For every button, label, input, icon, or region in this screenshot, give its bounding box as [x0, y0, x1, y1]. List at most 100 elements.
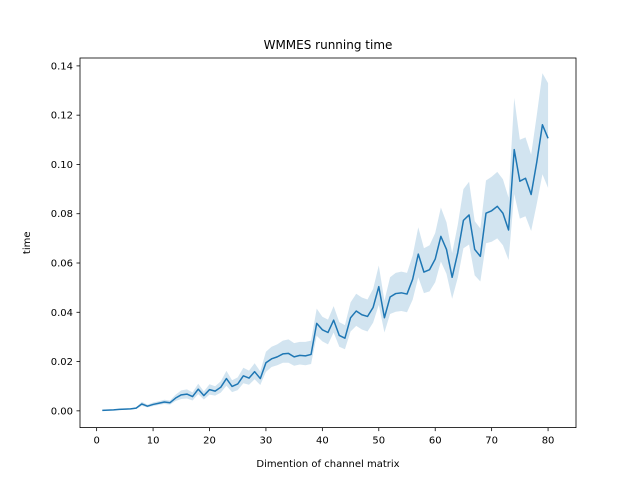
x-tick-label: 10 — [147, 436, 160, 447]
x-tick-label: 0 — [93, 436, 99, 447]
data-point — [298, 354, 301, 357]
data-point — [479, 255, 482, 258]
data-point — [140, 402, 143, 405]
data-point — [135, 407, 138, 410]
data-point — [541, 123, 544, 126]
data-point — [185, 393, 188, 396]
y-tick-label: 0.10 — [51, 160, 73, 171]
data-point — [248, 377, 251, 380]
data-point — [163, 400, 166, 403]
data-point — [321, 328, 324, 331]
data-point — [197, 388, 200, 391]
data-point — [146, 405, 149, 408]
x-tick-label: 70 — [485, 436, 498, 447]
data-point — [445, 248, 448, 251]
data-point — [259, 377, 262, 380]
data-point — [372, 306, 375, 309]
data-point — [394, 292, 397, 295]
data-point — [180, 393, 183, 396]
chart-title: WMMES running time — [264, 38, 393, 52]
data-point — [411, 278, 414, 281]
data-point — [310, 353, 313, 356]
data-point — [343, 337, 346, 340]
data-point — [270, 357, 273, 360]
data-point — [225, 377, 228, 380]
data-point — [214, 390, 217, 393]
data-point — [349, 316, 352, 319]
data-point — [547, 137, 550, 140]
y-tick-label: 0.14 — [51, 61, 73, 72]
data-point — [377, 285, 380, 288]
x-tick-label: 50 — [372, 436, 385, 447]
data-point — [507, 228, 510, 231]
data-point — [518, 180, 521, 183]
data-point — [276, 355, 279, 358]
data-point — [152, 403, 155, 406]
data-point — [439, 235, 442, 238]
data-point — [264, 361, 267, 364]
data-point — [462, 219, 465, 222]
data-point — [327, 331, 330, 334]
x-tick-label: 60 — [429, 436, 442, 447]
data-point — [169, 401, 172, 404]
data-point — [332, 319, 335, 322]
data-point — [118, 408, 121, 411]
data-point — [157, 402, 160, 405]
data-point — [451, 276, 454, 279]
data-point — [338, 334, 341, 337]
x-tick-label: 80 — [542, 436, 555, 447]
data-point — [304, 354, 307, 357]
y-tick-label: 0.00 — [51, 406, 73, 417]
y-axis-ticks: 0.00 0.02 0.04 0.06 0.08 0.10 0.12 0.14 — [51, 61, 80, 417]
data-point — [428, 268, 431, 271]
data-point — [236, 382, 239, 385]
data-point — [112, 408, 115, 411]
data-point — [242, 374, 245, 377]
data-point — [106, 409, 109, 412]
y-tick-label: 0.12 — [51, 111, 73, 122]
data-point — [501, 212, 504, 215]
data-point — [202, 394, 205, 397]
data-point — [422, 271, 425, 274]
data-point — [400, 291, 403, 294]
data-point — [315, 322, 318, 325]
data-point — [208, 388, 211, 391]
data-point — [287, 352, 290, 355]
x-tick-label: 40 — [316, 436, 329, 447]
data-point — [355, 310, 358, 313]
data-point — [253, 370, 256, 373]
data-point — [417, 253, 420, 256]
data-point — [468, 213, 471, 216]
data-point — [366, 315, 369, 318]
x-tick-label: 20 — [203, 436, 216, 447]
data-point — [434, 258, 437, 261]
series-line-layer — [102, 123, 550, 412]
data-point — [513, 148, 516, 151]
data-point — [496, 205, 499, 208]
data-point — [535, 160, 538, 163]
data-point — [490, 209, 493, 212]
data-point — [231, 385, 234, 388]
data-point — [191, 395, 194, 398]
data-point — [485, 212, 488, 215]
series-line — [102, 124, 549, 412]
data-point — [174, 397, 177, 400]
y-tick-label: 0.08 — [51, 209, 73, 220]
data-point — [129, 407, 132, 410]
y-axis-label: time — [22, 232, 33, 255]
data-point — [406, 293, 409, 296]
plot-frame — [79, 57, 577, 429]
y-tick-label: 0.04 — [51, 308, 73, 319]
data-point — [281, 352, 284, 355]
y-tick-label: 0.02 — [51, 357, 73, 368]
data-point — [123, 408, 126, 411]
data-point — [530, 193, 533, 196]
data-point — [473, 248, 476, 251]
data-point — [456, 251, 459, 254]
data-point — [219, 386, 222, 389]
x-axis-label: Dimention of channel matrix — [256, 459, 399, 470]
x-axis-ticks: 0 10 20 30 40 50 60 70 80 — [93, 427, 555, 447]
data-point — [389, 296, 392, 299]
